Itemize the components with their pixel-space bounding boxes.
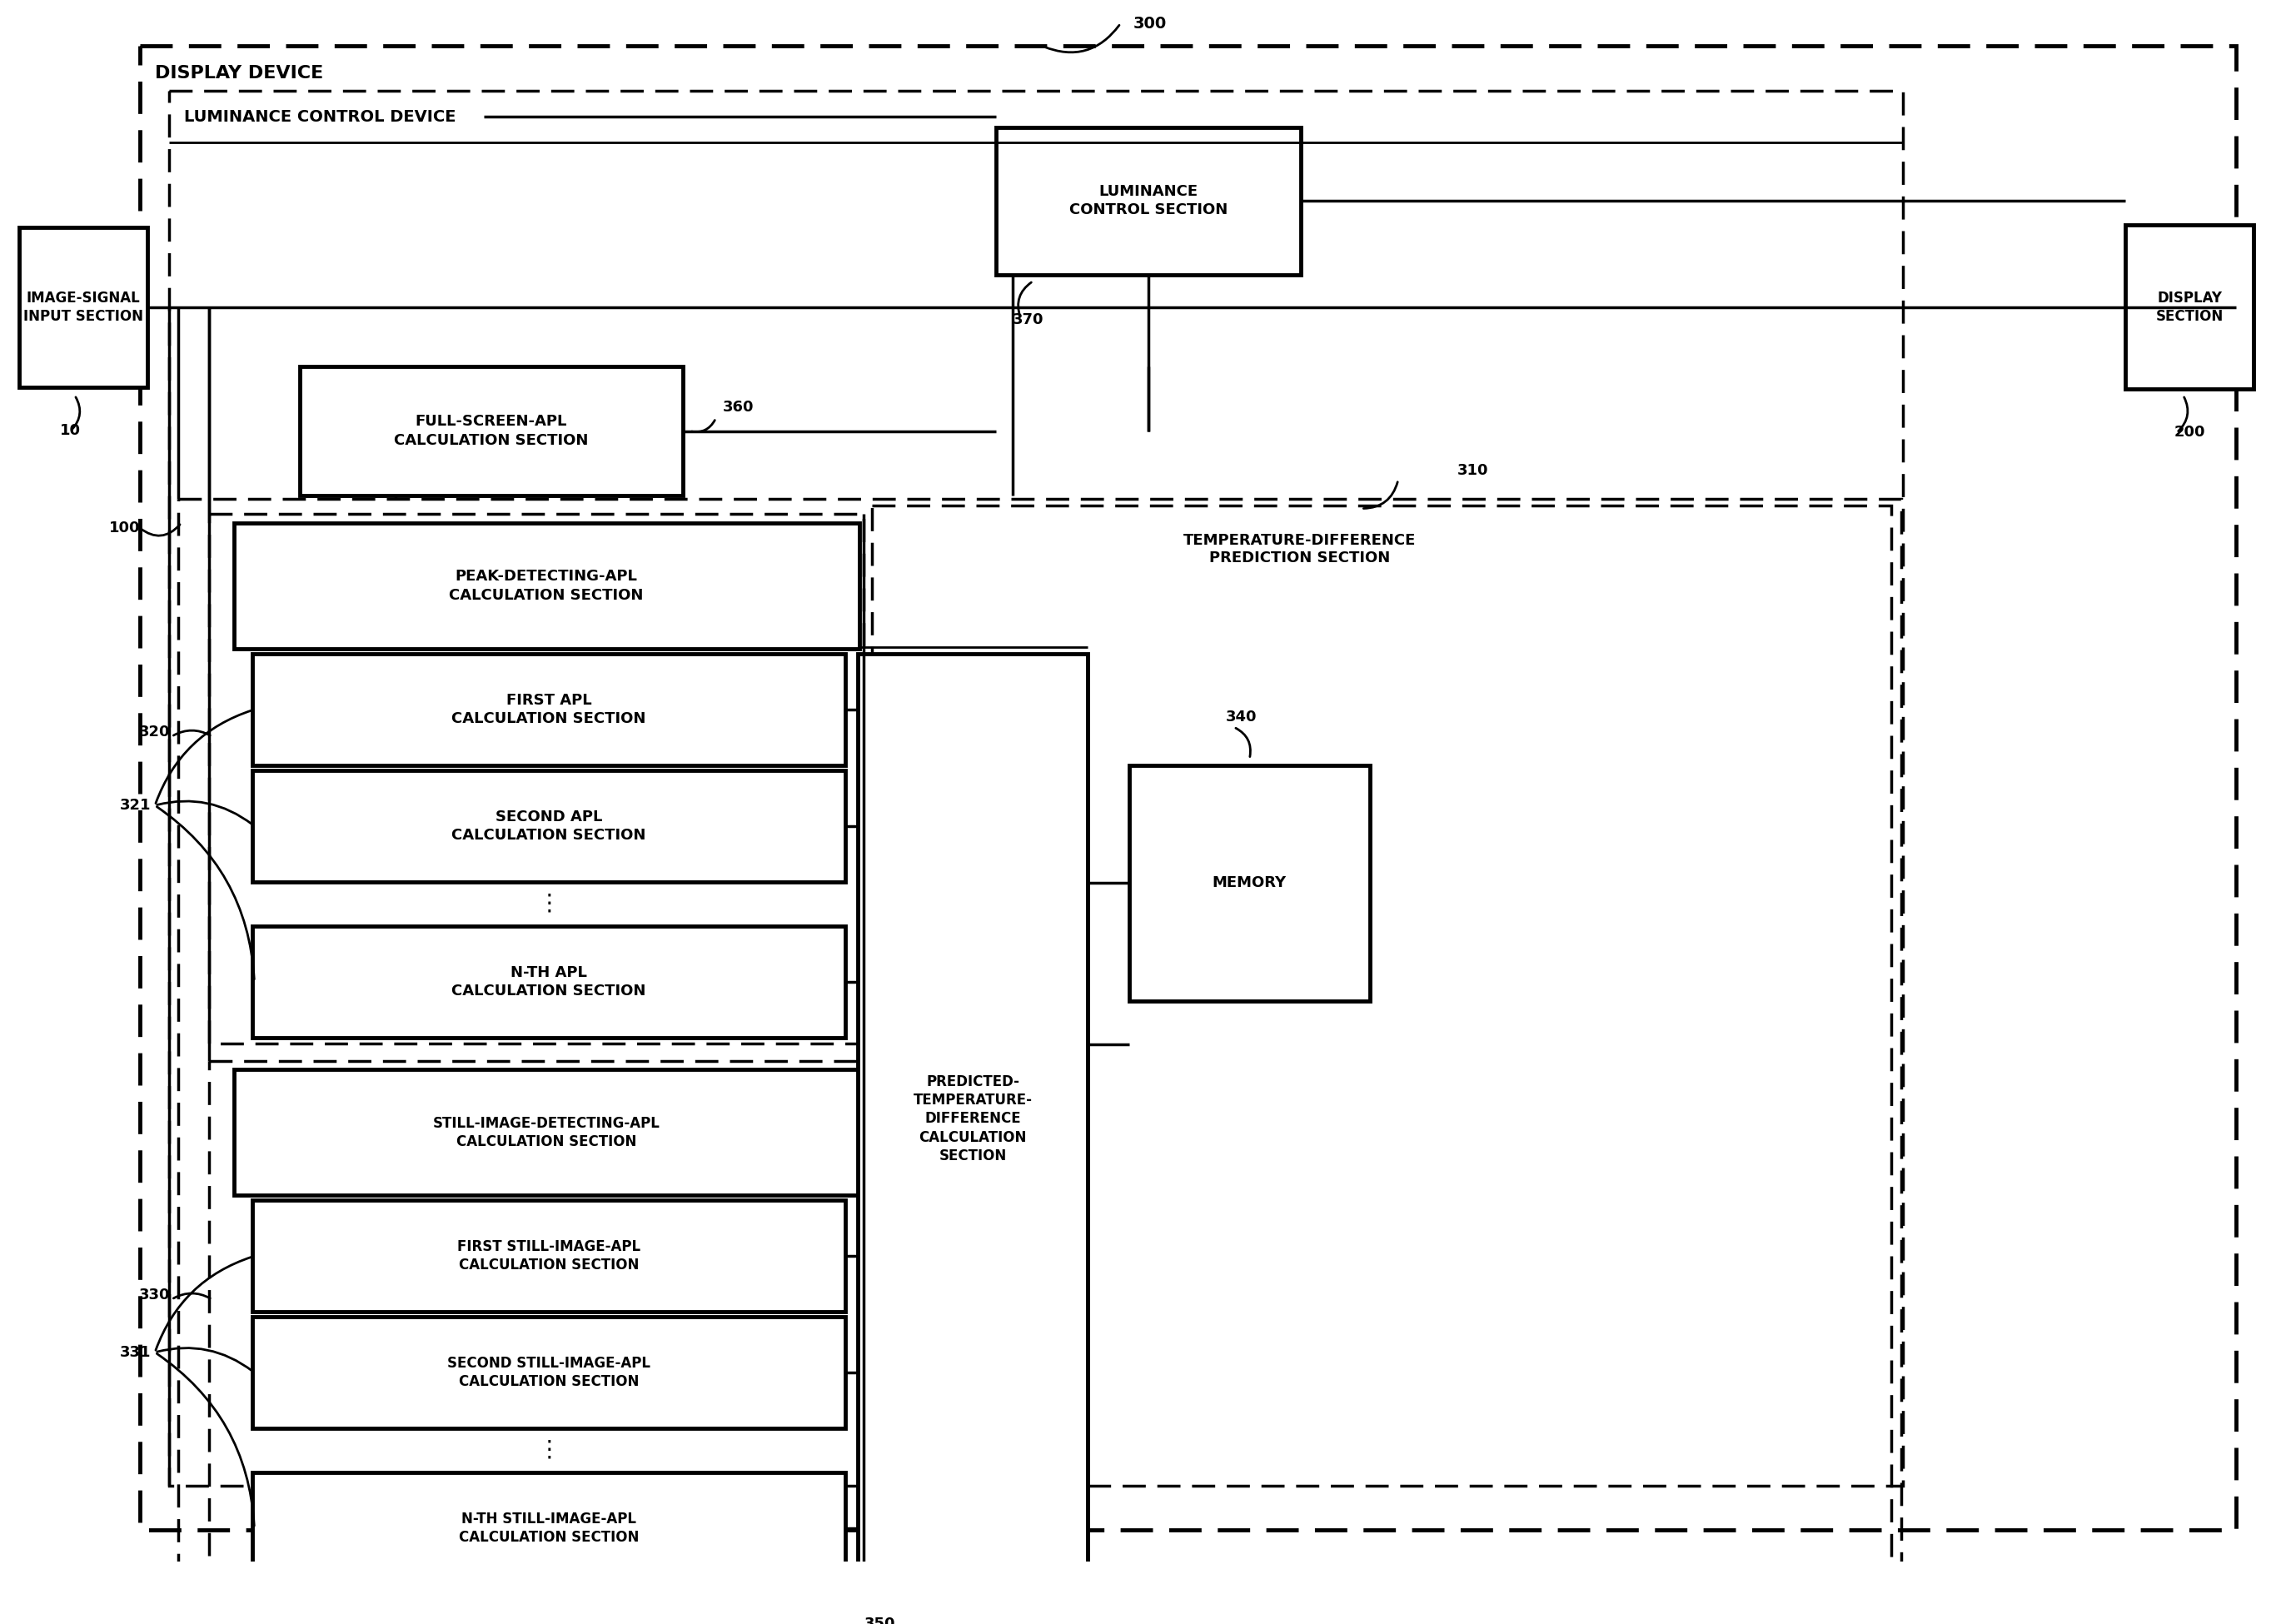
Text: PREDICTED-
TEMPERATURE-
DIFFERENCE
CALCULATION
SECTION: PREDICTED- TEMPERATURE- DIFFERENCE CALCU… [912, 1075, 1033, 1163]
Text: 10: 10 [59, 424, 80, 438]
Text: SECOND APL
CALCULATION SECTION: SECOND APL CALCULATION SECTION [452, 809, 646, 843]
Bar [253, 770, 846, 882]
Text: STILL-IMAGE-DETECTING-APL
CALCULATION SECTION: STILL-IMAGE-DETECTING-APL CALCULATION SE… [433, 1116, 659, 1150]
Text: ⋮: ⋮ [538, 892, 561, 914]
Text: 350: 350 [864, 1616, 896, 1624]
Bar [997, 127, 1300, 274]
Bar [253, 1200, 846, 1312]
Text: FIRST APL
CALCULATION SECTION: FIRST APL CALCULATION SECTION [452, 693, 646, 726]
Text: 330: 330 [139, 1288, 171, 1302]
Text: DISPLAY DEVICE: DISPLAY DEVICE [155, 65, 324, 81]
Text: 370: 370 [1013, 312, 1045, 328]
Text: FULL-SCREEN-APL
CALCULATION SECTION: FULL-SCREEN-APL CALCULATION SECTION [395, 414, 588, 448]
Text: LUMINANCE
CONTROL SECTION: LUMINANCE CONTROL SECTION [1070, 184, 1227, 218]
Text: DISPLAY
SECTION: DISPLAY SECTION [2156, 291, 2224, 323]
Bar [178, 499, 1902, 1605]
Text: MEMORY: MEMORY [1211, 875, 1286, 890]
Bar [233, 523, 860, 650]
Bar [18, 227, 148, 387]
Text: 100: 100 [109, 521, 139, 536]
Text: 340: 340 [1225, 710, 1257, 724]
Bar [1129, 765, 1369, 1000]
Bar [253, 654, 846, 765]
Bar [253, 926, 846, 1038]
Bar [233, 1069, 860, 1195]
Text: 360: 360 [723, 400, 753, 416]
Bar [299, 367, 682, 495]
Text: N-TH APL
CALCULATION SECTION: N-TH APL CALCULATION SECTION [452, 965, 646, 999]
Text: N-TH STILL-IMAGE-APL
CALCULATION SECTION: N-TH STILL-IMAGE-APL CALCULATION SECTION [458, 1512, 639, 1544]
Bar [2126, 226, 2254, 388]
Text: 320: 320 [139, 724, 171, 741]
Text: 300: 300 [1134, 15, 1166, 31]
Text: TEMPERATURE-DIFFERENCE
PREDICTION SECTION: TEMPERATURE-DIFFERENCE PREDICTION SECTIO… [1184, 533, 1417, 565]
Text: 331: 331 [119, 1345, 151, 1359]
Text: LUMINANCE CONTROL DEVICE: LUMINANCE CONTROL DEVICE [185, 109, 456, 125]
Bar [253, 1317, 846, 1429]
Text: ⋮: ⋮ [538, 1439, 561, 1462]
Text: SECOND STILL-IMAGE-APL
CALCULATION SECTION: SECOND STILL-IMAGE-APL CALCULATION SECTI… [447, 1356, 650, 1389]
Text: PEAK-DETECTING-APL
CALCULATION SECTION: PEAK-DETECTING-APL CALCULATION SECTION [449, 568, 643, 603]
Bar [871, 505, 1891, 1598]
Bar [210, 515, 862, 1044]
Text: 310: 310 [1458, 463, 1489, 479]
Bar [253, 1473, 846, 1583]
Text: FIRST STILL-IMAGE-APL
CALCULATION SECTION: FIRST STILL-IMAGE-APL CALCULATION SECTIO… [456, 1239, 641, 1273]
Text: IMAGE-SIGNAL
INPUT SECTION: IMAGE-SIGNAL INPUT SECTION [23, 291, 144, 325]
Text: 200: 200 [2174, 425, 2206, 440]
Bar [210, 1062, 862, 1590]
Bar [858, 654, 1088, 1583]
Bar [169, 91, 1902, 1486]
Text: 321: 321 [119, 797, 151, 814]
